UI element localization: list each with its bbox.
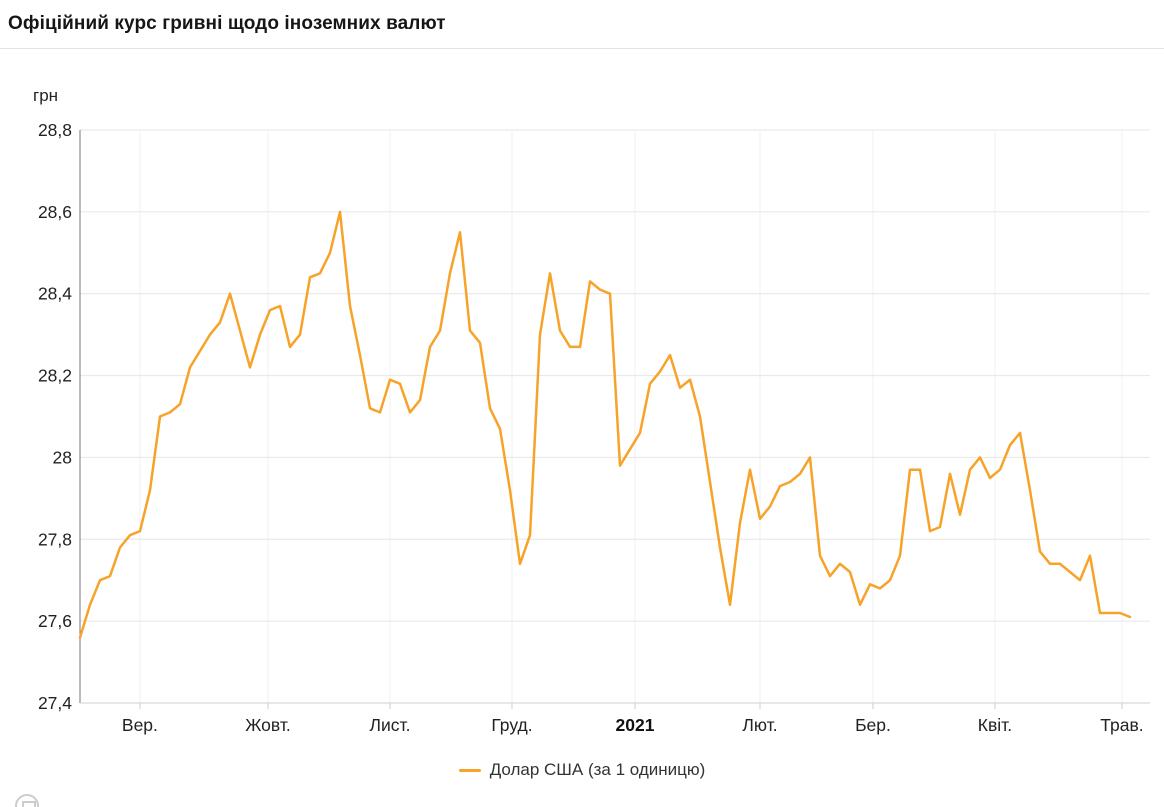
y-tick-label: 28,4 [38, 284, 72, 304]
chart-header: Офіційний курс гривні щодо іноземних вал… [0, 0, 1164, 49]
x-tick-label: Вер. [122, 715, 158, 735]
y-tick-label: 28 [53, 447, 72, 467]
legend-item-usd[interactable]: Долар США (за 1 одиницю) [0, 760, 1164, 780]
x-tick-label: Бер. [855, 715, 891, 735]
x-tick-label: Квіт. [978, 715, 1012, 735]
chart-title: Офіційний курс гривні щодо іноземних вал… [8, 13, 446, 34]
watermark-logo [15, 794, 39, 807]
x-tick-label: Лист. [370, 715, 411, 735]
y-tick-label: 28,6 [38, 202, 72, 222]
y-axis-unit-label: грн [33, 86, 59, 105]
x-tick-label: Трав. [1100, 715, 1143, 735]
x-tick-label: 2021 [616, 715, 655, 735]
legend-line-marker [458, 768, 481, 772]
x-tick-label: Жовт. [245, 715, 291, 735]
x-tick-label: Груд. [491, 715, 532, 735]
y-tick-label: 27,8 [38, 529, 72, 549]
y-tick-label: 27,6 [38, 611, 72, 631]
chart-plot: Вер. Жовт. Лист. Груд. 2021 Лют. Бер. Квіт. Трав… [38, 120, 1150, 735]
series-line-usd [78, 210, 1132, 639]
legend-series-label: Долар США (за 1 одиницю) [489, 760, 706, 779]
x-tick-label: Лют. [742, 715, 777, 735]
y-tick-label: 28,8 [38, 120, 72, 140]
y-tick-label: 28,2 [38, 366, 72, 386]
y-tick-label: 27,4 [38, 693, 72, 713]
